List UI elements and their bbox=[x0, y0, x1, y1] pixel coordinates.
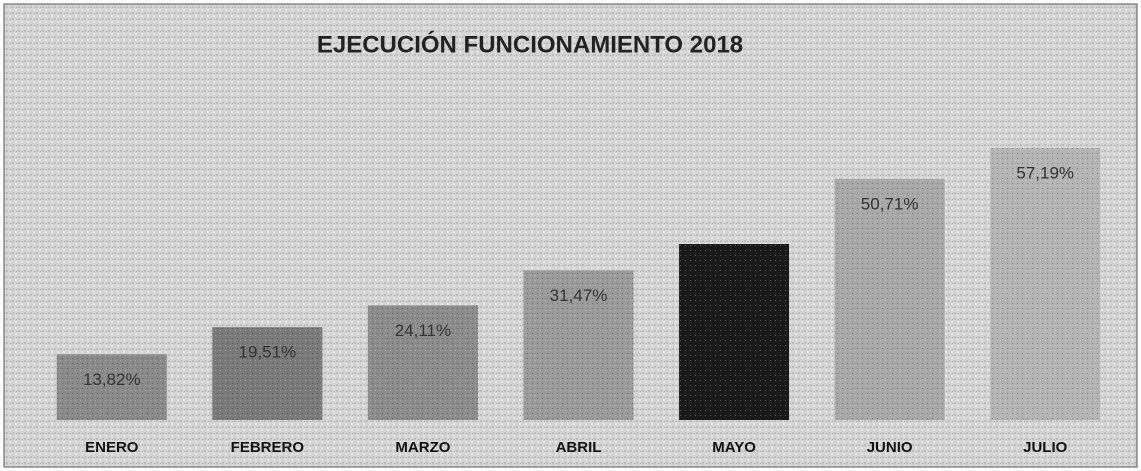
bar-texture bbox=[990, 148, 1101, 420]
value-label: 57,19% bbox=[1016, 163, 1074, 182]
x-tick-label: MAYO bbox=[712, 439, 756, 456]
value-label: 13,82% bbox=[83, 370, 141, 389]
x-tick-label: FEBRERO bbox=[231, 439, 305, 456]
bar-texture bbox=[523, 270, 634, 420]
bar-texture bbox=[834, 178, 945, 420]
bar-texture bbox=[679, 244, 790, 420]
x-tick-label: JULIO bbox=[1023, 439, 1068, 456]
x-tick-label: MARZO bbox=[395, 439, 450, 456]
bar-texture bbox=[212, 327, 323, 420]
chart-title: EJECUCIÓN FUNCIONAMIENTO 2018 bbox=[317, 30, 743, 58]
x-tick-label: JUNIO bbox=[867, 439, 913, 456]
x-tick-label: ENERO bbox=[85, 439, 139, 456]
x-tick-label: ABRIL bbox=[556, 439, 602, 456]
value-label: 19,51% bbox=[239, 343, 297, 362]
value-label: 24,11% bbox=[395, 321, 451, 340]
value-label: 31,47% bbox=[550, 286, 608, 305]
bar-texture bbox=[56, 354, 167, 420]
value-label: 50,71% bbox=[861, 194, 919, 213]
bar-texture bbox=[367, 305, 478, 420]
